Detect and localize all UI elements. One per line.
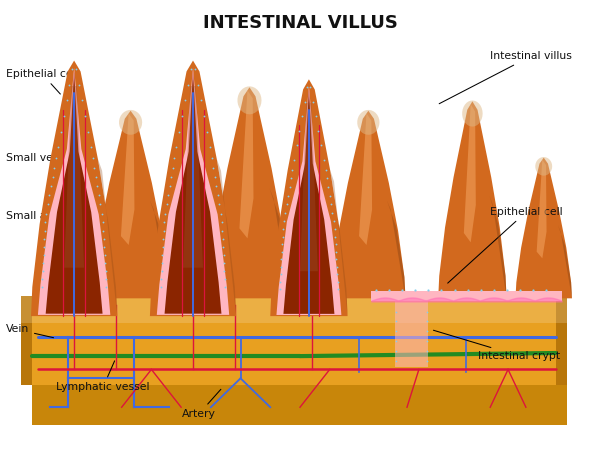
Polygon shape — [98, 159, 117, 316]
Polygon shape — [32, 385, 568, 425]
Polygon shape — [300, 103, 318, 271]
Polygon shape — [46, 72, 103, 314]
Polygon shape — [217, 159, 236, 316]
Polygon shape — [150, 61, 236, 316]
Polygon shape — [556, 296, 568, 385]
Text: Small vein: Small vein — [6, 153, 62, 171]
Polygon shape — [92, 111, 169, 298]
Polygon shape — [150, 201, 169, 298]
Polygon shape — [490, 196, 506, 298]
Polygon shape — [330, 170, 347, 316]
Polygon shape — [20, 296, 568, 323]
Polygon shape — [31, 61, 117, 316]
Polygon shape — [121, 113, 134, 245]
Text: Small artery: Small artery — [6, 211, 73, 221]
Polygon shape — [157, 68, 229, 315]
Polygon shape — [387, 201, 406, 298]
Polygon shape — [535, 157, 552, 176]
Text: Epithelial cell: Epithelial cell — [6, 69, 79, 94]
Text: INTESTINAL VILLUS: INTESTINAL VILLUS — [203, 14, 397, 32]
Polygon shape — [119, 110, 142, 135]
Polygon shape — [331, 111, 406, 298]
Text: Intestinal villus: Intestinal villus — [439, 51, 572, 104]
Polygon shape — [209, 87, 290, 298]
Polygon shape — [20, 296, 568, 385]
Polygon shape — [371, 291, 562, 301]
Polygon shape — [183, 86, 203, 268]
Text: Intestinal crypt: Intestinal crypt — [433, 330, 560, 361]
Text: Epithelial cell: Epithelial cell — [448, 207, 563, 283]
Text: Vein: Vein — [6, 324, 53, 338]
Polygon shape — [536, 160, 547, 258]
Text: Lymphatic vessel: Lymphatic vessel — [56, 361, 150, 392]
Polygon shape — [283, 90, 334, 314]
Polygon shape — [277, 86, 341, 315]
Polygon shape — [238, 86, 262, 114]
Polygon shape — [558, 225, 572, 298]
Polygon shape — [464, 104, 476, 243]
Polygon shape — [269, 189, 290, 298]
Text: Artery: Artery — [182, 389, 221, 419]
Polygon shape — [438, 101, 506, 298]
Polygon shape — [395, 301, 428, 367]
Polygon shape — [64, 86, 84, 268]
Polygon shape — [270, 79, 347, 316]
Polygon shape — [515, 158, 572, 298]
Polygon shape — [462, 100, 482, 126]
Polygon shape — [239, 90, 253, 238]
Polygon shape — [164, 72, 221, 314]
Polygon shape — [20, 296, 32, 385]
Polygon shape — [357, 110, 380, 135]
Polygon shape — [359, 113, 372, 245]
Polygon shape — [38, 68, 110, 315]
